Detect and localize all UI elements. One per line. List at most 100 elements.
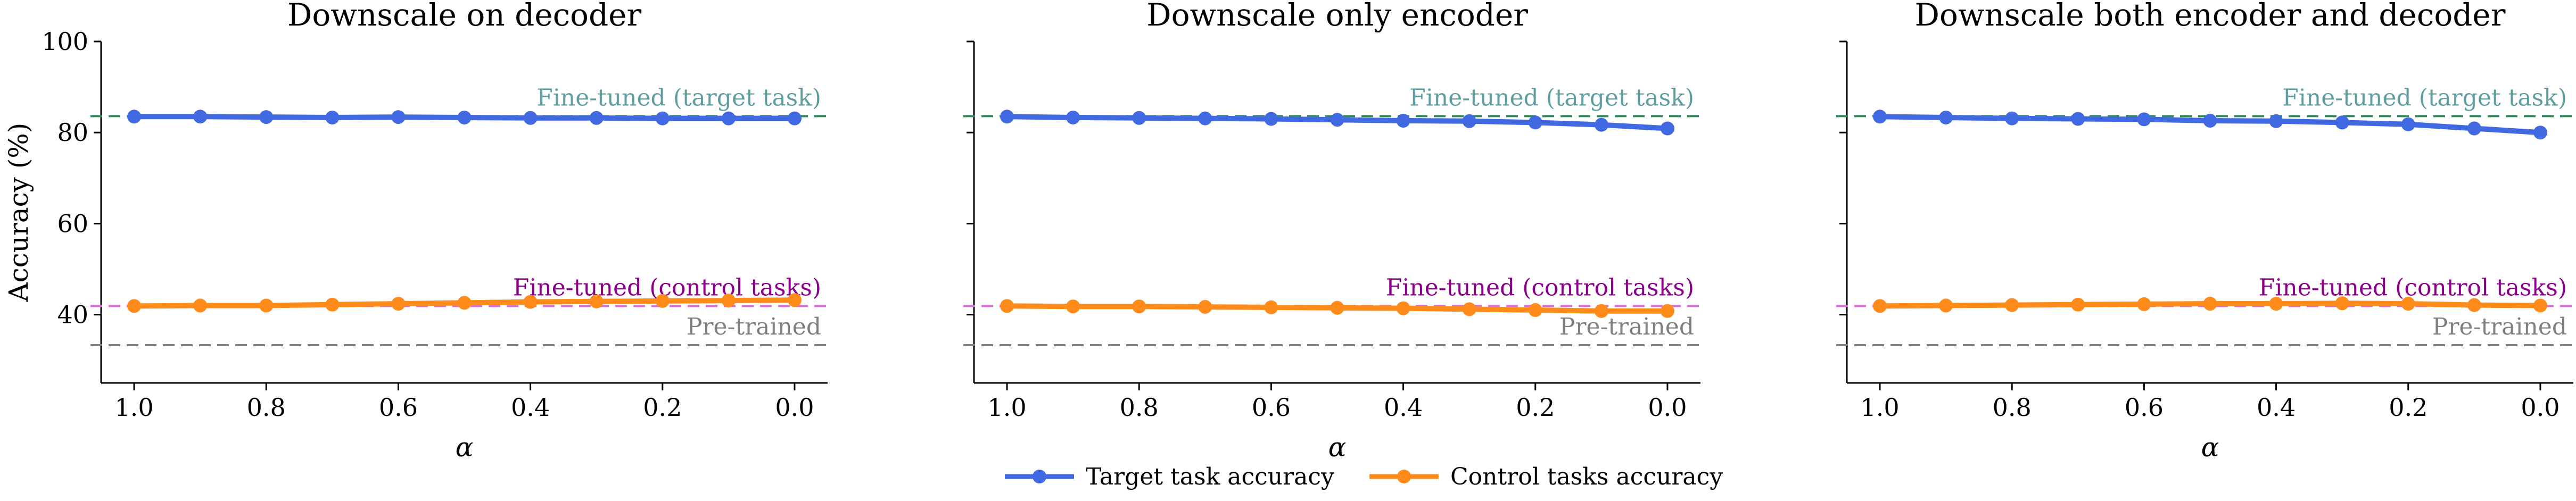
data-point	[1330, 113, 1344, 127]
data-point	[2137, 112, 2151, 127]
legend-label: Target task accuracy	[1086, 463, 1334, 490]
y-tick-label: 60	[57, 209, 88, 238]
x-tick-label: 0.4	[1384, 393, 1423, 422]
x-tick-label: 0.8	[1120, 393, 1159, 422]
data-point	[2467, 121, 2481, 136]
data-point	[1000, 299, 1014, 313]
data-point	[2005, 111, 2019, 126]
data-point	[787, 293, 802, 307]
x-tick-label: 0.2	[1516, 393, 1555, 422]
data-point	[2401, 117, 2415, 131]
data-point	[1198, 300, 1212, 314]
data-point	[2137, 297, 2151, 311]
data-point	[391, 297, 406, 311]
data-point	[1264, 112, 1278, 126]
chart-panel-3: Downscale both encoder and decoder 1.0 0.8…	[1836, 0, 2576, 463]
data-point	[2335, 115, 2349, 130]
x-tick-label: 0.8	[1993, 393, 2032, 422]
data-point	[1462, 302, 1476, 316]
data-point	[721, 111, 736, 126]
x-tick-label: 0.2	[643, 393, 682, 422]
data-point	[1000, 110, 1014, 124]
reference-line-label: Fine-tuned (target task)	[536, 84, 821, 111]
data-point	[127, 299, 142, 313]
data-point	[2203, 113, 2217, 128]
data-point	[2401, 297, 2415, 311]
data-point	[2533, 298, 2547, 313]
data-point	[2467, 298, 2481, 312]
data-point	[1594, 304, 1608, 318]
data-point	[589, 111, 604, 125]
reference-line-label: Fine-tuned (control tasks)	[2259, 274, 2567, 301]
y-axis-label: Accuracy (%)	[3, 123, 34, 303]
data-point	[127, 110, 142, 124]
data-point	[1528, 303, 1542, 318]
data-point	[1198, 111, 1212, 126]
data-point	[2071, 297, 2085, 312]
data-point	[1939, 298, 1953, 313]
data-point	[1066, 299, 1080, 314]
data-point	[1594, 118, 1608, 132]
chart-panel-1: Downscale on decoder 40 60 80 100 1.0 0.8 0.6 0.…	[3, 0, 832, 463]
reference-line-label: Pre-trained	[1559, 313, 1694, 340]
data-point	[1396, 113, 1410, 128]
data-point	[259, 110, 274, 124]
chart-panel-2: Downscale only encoder 1.0 0.8 0.6 0.4 0.2 0.0…	[963, 0, 1705, 463]
x-tick-label: 0.0	[1648, 393, 1687, 422]
x-tick-label: 0.4	[2257, 393, 2296, 422]
x-tick-label: 0.4	[511, 393, 550, 422]
data-point	[391, 110, 406, 124]
data-point	[193, 110, 208, 124]
legend-marker	[1033, 470, 1046, 483]
reference-line-label: Pre-trained	[687, 313, 821, 340]
data-point	[2269, 297, 2283, 311]
x-tick-label: 1.0	[987, 393, 1026, 422]
x-tick-label: 0.8	[247, 393, 286, 422]
data-point	[1939, 110, 1953, 124]
data-point	[457, 296, 472, 310]
y-tick-label: 80	[57, 118, 88, 147]
data-point	[1132, 299, 1146, 314]
x-tick-label: 0.6	[2125, 393, 2164, 422]
reference-line-label: Fine-tuned (target task)	[1409, 84, 1694, 111]
data-point	[1264, 300, 1278, 314]
data-point	[1132, 111, 1146, 125]
x-tick-label: 0.6	[1252, 393, 1291, 422]
data-point	[1528, 115, 1542, 130]
data-point	[2269, 114, 2283, 128]
legend-label: Control tasks accuracy	[1450, 463, 1723, 490]
data-point	[193, 298, 208, 313]
data-point	[1873, 110, 1887, 124]
legend-marker	[1397, 470, 1411, 483]
chart-title: Downscale on decoder	[287, 0, 642, 33]
x-axis-label: α	[1328, 432, 1347, 463]
reference-line-label: Pre-trained	[2432, 313, 2567, 340]
x-tick-label: 0.0	[775, 393, 814, 422]
data-point	[2203, 297, 2217, 311]
legend: Target task accuracy Control tasks accura…	[1005, 463, 1723, 490]
data-point	[2533, 126, 2547, 140]
data-point	[523, 295, 538, 309]
data-point	[1660, 121, 1674, 136]
y-tick-label: 40	[57, 300, 88, 329]
data-point	[787, 111, 802, 126]
x-axis-label: α	[456, 432, 474, 463]
x-tick-label: 1.0	[114, 393, 153, 422]
x-tick-label: 1.0	[1860, 393, 1899, 422]
data-point	[259, 298, 274, 313]
data-point	[1396, 301, 1410, 315]
data-point	[1462, 114, 1476, 128]
data-point	[721, 294, 736, 308]
reference-line-label: Fine-tuned (target task)	[2282, 84, 2567, 111]
data-point	[655, 294, 670, 308]
data-point	[1660, 304, 1674, 318]
x-axis-label: α	[2201, 432, 2219, 463]
y-tick-label: 100	[42, 27, 88, 56]
data-point	[1066, 110, 1080, 124]
data-point	[2335, 296, 2349, 311]
data-point	[1873, 299, 1887, 313]
data-point	[325, 110, 340, 124]
reference-line-label: Fine-tuned (control tasks)	[1386, 274, 1694, 301]
data-point	[589, 294, 604, 308]
